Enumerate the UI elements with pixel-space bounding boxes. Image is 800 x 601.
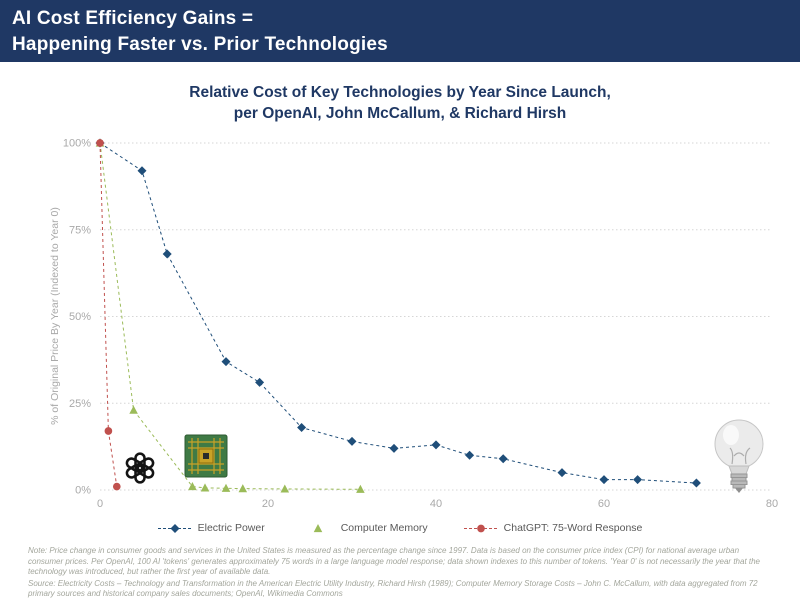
footnotes: Note: Price change in consumer goods and… — [28, 546, 774, 601]
svg-text:50%: 50% — [69, 311, 91, 323]
svg-text:75%: 75% — [69, 224, 91, 236]
chart-plot: 0% 25% 50% 75% 100% 0 20 40 60 80 — [63, 138, 778, 511]
svg-text:0%: 0% — [75, 485, 91, 497]
legend-item: Electric Power — [157, 522, 265, 534]
chart-title-line1: Relative Cost of Key Technologies by Yea… — [189, 84, 611, 101]
footnote-source: Source: Electricity Costs – Technology a… — [28, 578, 758, 599]
chart-legend: Electric Power Computer Memory ChatGPT: 75… — [0, 517, 800, 539]
legend-circle-icon — [463, 524, 498, 532]
chart-title-line2: per OpenAI, John McCallum, & Richard Hir… — [233, 105, 567, 122]
chart-title: Relative Cost of Key Technologies by Yea… — [0, 82, 800, 124]
memory-chip-icon — [184, 434, 228, 478]
openai-logo-icon — [124, 452, 156, 484]
svg-text:60: 60 — [598, 498, 610, 510]
header-title-line1: AI Cost Efficiency Gains = — [12, 8, 254, 29]
svg-text:80: 80 — [766, 498, 778, 510]
footnote-note: Note: Price change in consumer goods and… — [28, 546, 761, 577]
svg-text:0: 0 — [97, 498, 103, 510]
slide-header: AI Cost Efficiency Gains = Happening Fas… — [0, 0, 800, 62]
svg-text:25%: 25% — [69, 398, 91, 410]
legend-item: ChatGPT: 75-Word Response — [463, 522, 643, 534]
legend-diamond-icon — [157, 523, 192, 533]
legend-label: Electric Power — [197, 522, 265, 534]
header-title-line2: Happening Faster vs. Prior Technologies — [12, 34, 388, 55]
light-bulb-icon — [712, 418, 766, 494]
legend-item: Computer Memory — [301, 522, 428, 534]
svg-text:40: 40 — [430, 498, 442, 510]
legend-label: ChatGPT: 75-Word Response — [503, 522, 643, 534]
svg-text:100%: 100% — [63, 138, 91, 150]
legend-label: Computer Memory — [340, 522, 428, 534]
legend-triangle-icon — [313, 523, 322, 532]
svg-text:20: 20 — [262, 498, 274, 510]
